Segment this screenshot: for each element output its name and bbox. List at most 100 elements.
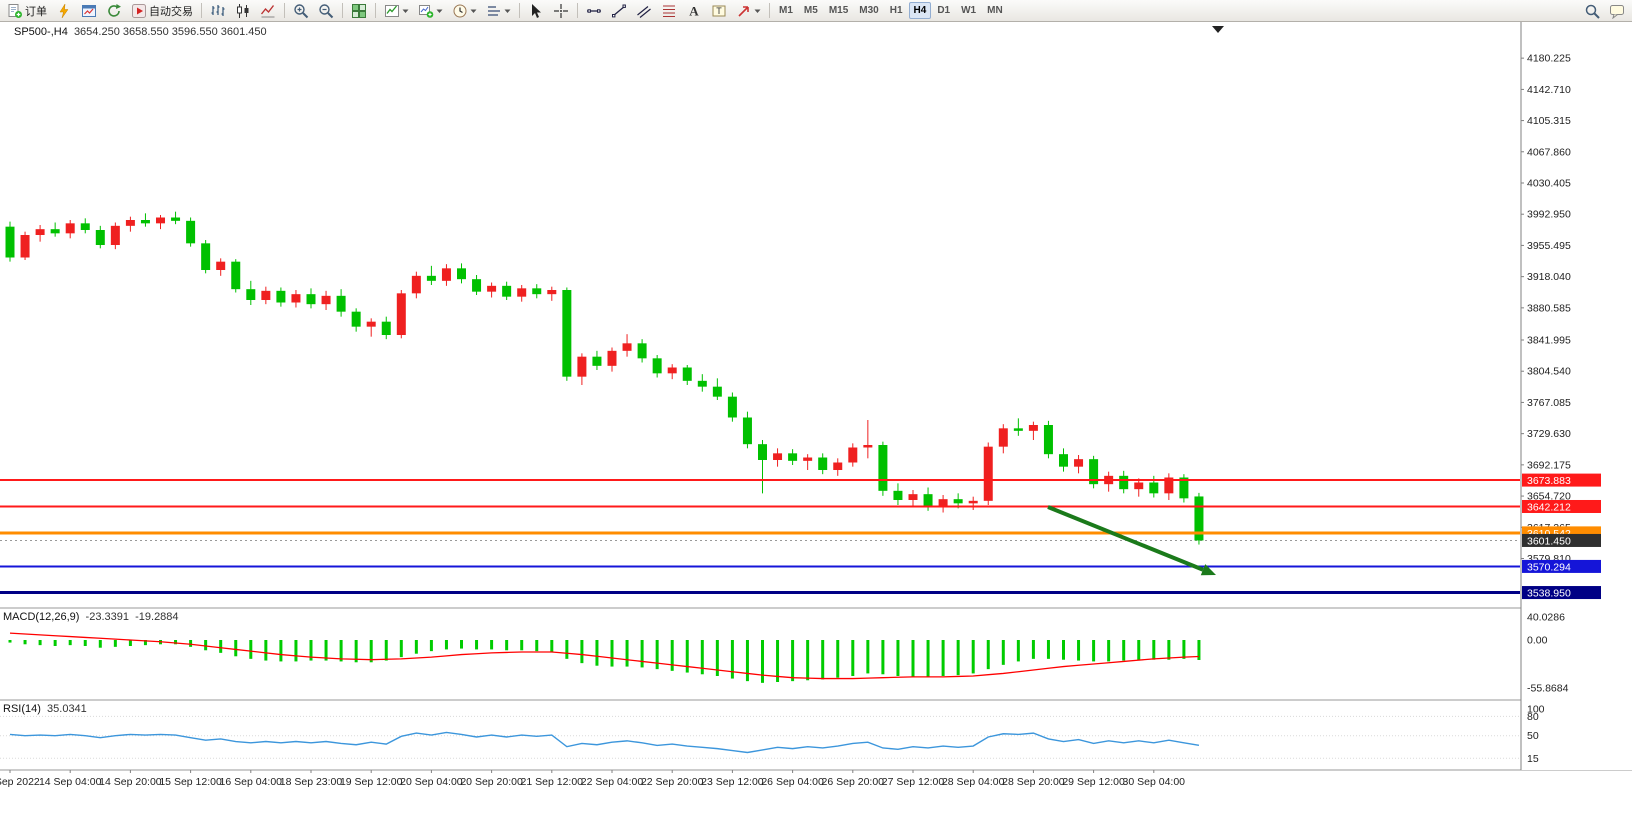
bar-chart-mode-button[interactable]	[206, 0, 230, 21]
svg-text:3955.495: 3955.495	[1527, 240, 1571, 252]
trendline-icon	[612, 4, 626, 17]
svg-text:3729.630: 3729.630	[1527, 428, 1571, 440]
toolbar-separator	[577, 3, 578, 18]
timeframe-w1-button[interactable]: W1	[961, 5, 977, 16]
algo-trading-button[interactable]: 自动交易	[127, 0, 197, 21]
objects-list-button[interactable]	[482, 0, 515, 21]
svg-text:3918.040: 3918.040	[1527, 271, 1571, 283]
clock-icon	[453, 4, 467, 17]
horizontal-level-lines[interactable]	[0, 479, 1520, 595]
horizontal-line-tool-button[interactable]	[582, 0, 606, 21]
toolbar-separator	[284, 3, 285, 18]
main-toolbar: 订单 自动交易 A T M1 M5 M15 M30 H1 H4 D1 W1 MN	[0, 0, 1632, 22]
svg-text:100: 100	[1527, 704, 1545, 716]
history-center-button[interactable]	[448, 0, 481, 21]
search-icon	[1585, 4, 1600, 19]
text-tool-button[interactable]: A	[682, 0, 706, 21]
level-price-tag	[1522, 499, 1601, 513]
trendline-tool-button[interactable]	[607, 0, 631, 21]
dropdown-caret-icon	[470, 9, 477, 13]
svg-text:3538.950: 3538.950	[1527, 588, 1571, 600]
depth-icon	[59, 3, 69, 18]
objects-icon	[488, 5, 500, 16]
refresh-button[interactable]	[102, 0, 126, 21]
timeframe-h1-button[interactable]: H1	[889, 5, 903, 16]
svg-text:19 Sep 12:00: 19 Sep 12:00	[340, 776, 403, 788]
market-depth-button[interactable]	[52, 0, 76, 21]
trend-arrow-annotation[interactable]	[1047, 505, 1216, 576]
svg-text:22 Sep 20:00: 22 Sep 20:00	[641, 776, 704, 788]
svg-text:3601.450: 3601.450	[1527, 535, 1571, 547]
toggle-panel-button[interactable]	[1605, 0, 1629, 21]
channel-tool-button[interactable]	[632, 0, 656, 21]
svg-text:13 Sep 2022: 13 Sep 2022	[0, 776, 40, 788]
svg-text:T: T	[716, 6, 722, 16]
svg-text:4180.225: 4180.225	[1527, 53, 1571, 65]
timeframe-m30-button[interactable]: M30	[859, 5, 879, 16]
line-chart-mode-button[interactable]	[256, 0, 280, 21]
toolbar-separator	[342, 3, 343, 18]
svg-text:15 Sep 12:00: 15 Sep 12:00	[159, 776, 222, 788]
candle-chart-mode-button[interactable]	[231, 0, 255, 21]
crosshair-button[interactable]	[549, 0, 573, 21]
new-order-label: 订单	[25, 5, 47, 18]
timeframe-m1-button[interactable]: M1	[779, 5, 793, 16]
fibonacci-tool-button[interactable]	[657, 0, 681, 21]
crosshair-icon	[554, 3, 568, 18]
algo-trading-icon	[132, 3, 146, 18]
level-price-tag	[1522, 559, 1601, 573]
timeframe-mn-button[interactable]: MN	[987, 5, 1003, 16]
svg-text:3570.294: 3570.294	[1527, 561, 1571, 573]
label-tool-button[interactable]: T	[707, 0, 731, 21]
arrow-objects-button[interactable]	[732, 0, 765, 21]
svg-text:A: A	[689, 3, 699, 18]
svg-text:30 Sep 04:00: 30 Sep 04:00	[1123, 776, 1186, 788]
tile-windows-button[interactable]	[347, 0, 371, 21]
rsi-pane[interactable]	[0, 715, 1520, 759]
timeframe-m15-button[interactable]: M15	[828, 5, 849, 16]
timeframe-m5-button[interactable]: M5	[803, 5, 818, 16]
new-chart-button[interactable]	[414, 0, 447, 21]
refresh-icon	[108, 3, 121, 17]
svg-text:22 Sep 04:00: 22 Sep 04:00	[581, 776, 644, 788]
svg-text:16 Sep 04:00: 16 Sep 04:00	[220, 776, 283, 788]
svg-text:26 Sep 20:00: 26 Sep 20:00	[822, 776, 885, 788]
arrows-icon	[738, 5, 749, 17]
market-watch-icon	[82, 4, 96, 17]
search-button[interactable]	[1580, 0, 1604, 21]
price-scale[interactable]: 4180.225 4142.710 4105.315 4067.860 4030.405…	[1520, 22, 1632, 770]
svg-text:4105.315: 4105.315	[1527, 115, 1571, 127]
chart-canvas[interactable]: 4180.225 4142.710 4105.315 4067.860 4030.405…	[0, 22, 1632, 817]
zoom-in-button[interactable]	[289, 0, 313, 21]
new-order-button[interactable]: 订单	[3, 0, 51, 21]
market-watch-button[interactable]	[77, 0, 101, 21]
candlesticks[interactable]	[5, 211, 1204, 545]
svg-text:3992.950: 3992.950	[1527, 209, 1571, 221]
cursor-button[interactable]	[524, 0, 548, 21]
chart-area: 4180.225 4142.710 4105.315 4067.860 4030.405…	[0, 22, 1632, 817]
chart-shift-marker-icon[interactable]	[1212, 26, 1224, 33]
svg-text:-55.8684: -55.8684	[1527, 682, 1569, 694]
zoom-out-button[interactable]	[314, 0, 338, 21]
line-chart-icon	[260, 4, 275, 17]
svg-text:4030.405: 4030.405	[1527, 177, 1571, 189]
svg-text:3654.720: 3654.720	[1527, 491, 1571, 503]
svg-text:27 Sep 12:00: 27 Sep 12:00	[882, 776, 945, 788]
indicators-button[interactable]	[380, 0, 413, 21]
text-icon: A	[689, 3, 699, 18]
macd-pane[interactable]	[8, 632, 1201, 683]
svg-text:3841.995: 3841.995	[1527, 335, 1571, 347]
svg-text:3880.585: 3880.585	[1527, 302, 1571, 314]
dropdown-caret-icon	[504, 9, 511, 13]
dropdown-caret-icon	[754, 9, 761, 13]
dropdown-caret-icon	[436, 9, 443, 13]
new-order-icon	[8, 3, 22, 18]
svg-text:40.0286: 40.0286	[1527, 612, 1565, 624]
svg-text:29 Sep 12:00: 29 Sep 12:00	[1062, 776, 1125, 788]
svg-text:3673.883: 3673.883	[1527, 475, 1571, 487]
timeframe-h4-button[interactable]: H4	[908, 2, 932, 19]
svg-text:3642.212: 3642.212	[1527, 501, 1571, 513]
timeframe-d1-button[interactable]: D1	[937, 5, 951, 16]
